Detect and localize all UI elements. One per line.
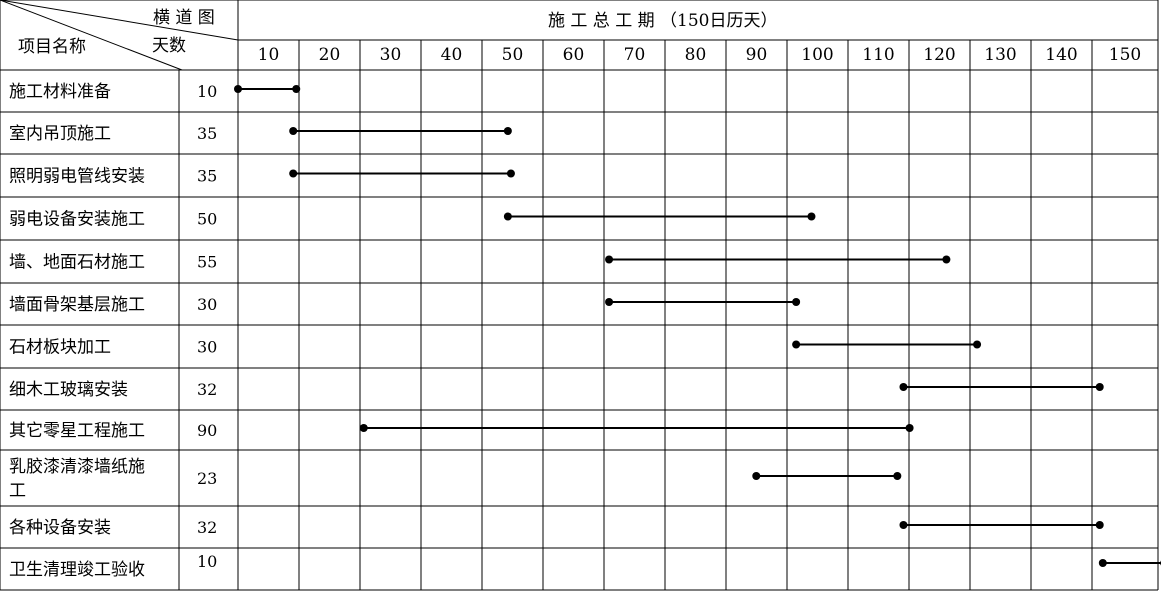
task-days: 32 [197, 380, 217, 399]
x-tick-label: 100 [801, 45, 833, 65]
x-tick-label: 140 [1045, 45, 1077, 65]
task-bars [234, 85, 1161, 567]
x-tick-label: 70 [624, 45, 646, 65]
task-name: 弱电设备安装施工 [9, 210, 145, 230]
task-bar-end [792, 298, 801, 306]
task-name-wrap: 工 [9, 481, 26, 501]
task-days: 30 [197, 338, 217, 357]
task-bar-start [605, 255, 614, 264]
task-days: 50 [197, 210, 217, 229]
task-days: 32 [197, 518, 217, 537]
corner-label-days: 天数 [152, 36, 186, 56]
chart-title: 施 工 总 工 期 （150日历天） [548, 11, 777, 31]
task-name: 墙、地面石材施工 [9, 253, 145, 273]
x-tick-label: 110 [862, 45, 894, 65]
task-name: 室内吊顶施工 [9, 124, 111, 144]
x-tick-labels: 10 20 30 40 50 60 70 80 90 100 110 120 130 140 150 [258, 45, 1142, 65]
task-name: 卫生清理竣工验收 [9, 560, 145, 580]
x-tick-label: 10 [258, 45, 280, 65]
task-bar-start [289, 127, 298, 135]
task-name: 乳胶漆清漆墙纸施 [9, 457, 145, 477]
corner-diagonal-2 [0, 0, 183, 71]
task-days: 35 [197, 167, 217, 186]
x-tick-label: 90 [746, 45, 768, 65]
task-bar-start [899, 521, 908, 529]
task-days: 10 [197, 82, 217, 101]
task-bar-end [292, 85, 301, 93]
task-bar-start [1098, 559, 1107, 567]
task-bar-start [605, 298, 614, 306]
corner-diagonal-1 [0, 0, 239, 41]
task-name: 石材板块加工 [9, 338, 111, 358]
task-days: 90 [197, 421, 217, 440]
task-bar-end [1095, 383, 1104, 391]
task-bar-start [359, 424, 368, 432]
task-days: 10 [197, 552, 217, 571]
task-bar-end [1095, 521, 1104, 529]
task-bar-end [807, 212, 816, 221]
x-tick-label: 50 [502, 45, 524, 65]
x-tick-label: 80 [685, 45, 707, 65]
task-name: 各种设备安装 [9, 518, 111, 538]
task-bar-start [792, 340, 801, 349]
task-name: 细木工玻璃安装 [9, 380, 128, 400]
x-tick-label: 150 [1109, 45, 1141, 65]
task-bar-start [503, 212, 512, 221]
x-tick-label: 130 [984, 45, 1016, 65]
task-bar-end [973, 340, 982, 349]
x-tick-label: 40 [441, 45, 463, 65]
x-tick-label: 30 [380, 45, 402, 65]
task-rows: 施工材料准备 10 室内吊顶施工 35 照明弱电管线安装 35 弱电设备安装施工 50 墙、地面… [9, 82, 217, 580]
task-name: 施工材料准备 [9, 82, 111, 102]
task-days: 35 [197, 124, 217, 143]
task-bar-start [899, 383, 908, 391]
task-name: 墙面骨架基层施工 [9, 295, 145, 315]
task-name: 其它零星工程施工 [9, 421, 145, 441]
task-days: 55 [197, 253, 217, 272]
task-bar-end [506, 169, 515, 178]
task-bar-end [893, 472, 902, 480]
task-bar-end [905, 424, 914, 432]
task-bar-end [942, 255, 951, 264]
x-tick-label: 20 [319, 45, 341, 65]
x-tick-label: 60 [563, 45, 585, 65]
task-bar-start [234, 85, 242, 93]
corner-label-item: 项目名称 [18, 37, 86, 57]
task-days: 30 [197, 295, 217, 314]
task-bar-start [752, 472, 761, 480]
task-bar-end [503, 127, 512, 135]
x-tick-label: 120 [923, 45, 955, 65]
task-days: 23 [197, 469, 217, 488]
task-name: 照明弱电管线安装 [9, 167, 145, 187]
task-bar-start [289, 169, 298, 178]
corner-label-chart: 横 道 图 [153, 8, 215, 28]
